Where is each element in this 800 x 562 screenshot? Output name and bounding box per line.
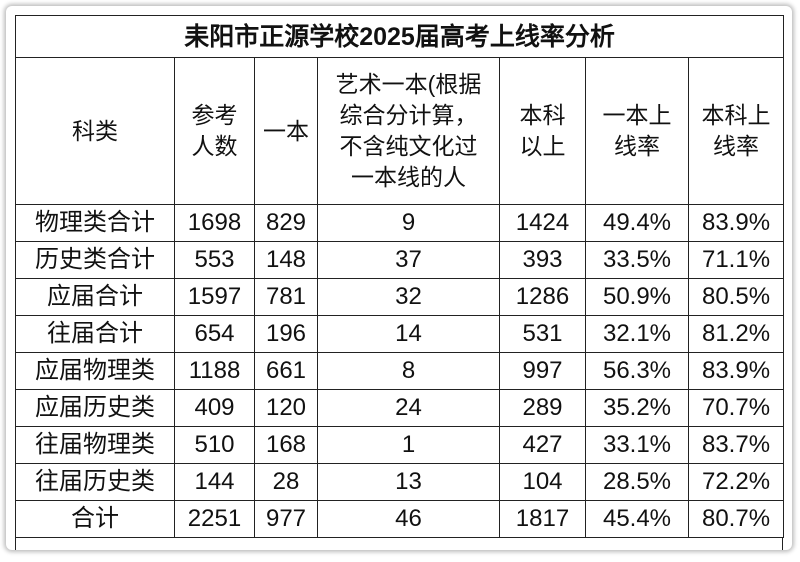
table-row: 历史类合计 553 148 37 393 33.5% 71.1%	[15, 241, 785, 279]
table-cell: 553	[174, 241, 255, 279]
table-cell: 33.1%	[585, 426, 689, 464]
table-cell: 50.9%	[585, 278, 689, 316]
table-title: 耒阳市正源学校2025届高考上线率分析	[14, 15, 785, 58]
table-cell: 24	[317, 389, 500, 427]
table-cell: 83.9%	[687, 352, 785, 390]
table-row: 应届物理类 1188 661 8 997 56.3% 83.9%	[15, 352, 785, 390]
table-continuation	[15, 538, 783, 550]
table-card: 耒阳市正源学校2025届高考上线率分析 科类 参考人数 一本 艺术一本(根据综合…	[6, 6, 792, 550]
table-cell: 71.1%	[687, 241, 785, 279]
table-cell: 9	[317, 204, 500, 242]
table-cell: 409	[174, 389, 255, 427]
table-cell: 45.4%	[585, 500, 689, 538]
table-cell: 37	[317, 241, 500, 279]
column-header-tier1-rate: 一本上线率	[585, 57, 689, 205]
table-row: 合计 2251 977 46 1817 45.4% 80.7%	[15, 500, 785, 538]
table-row: 往届历史类 144 28 13 104 28.5% 72.2%	[15, 463, 785, 501]
table-cell: 1	[317, 426, 500, 464]
table-cell: 654	[174, 315, 255, 353]
table-cell: 104	[499, 463, 586, 501]
row-label: 往届历史类	[15, 463, 175, 501]
row-label: 物理类合计	[15, 204, 175, 242]
column-header-tier1: 一本	[254, 57, 318, 205]
table-cell: 289	[499, 389, 586, 427]
table-cell: 531	[499, 315, 586, 353]
table-cell: 196	[254, 315, 318, 353]
results-table: 耒阳市正源学校2025届高考上线率分析 科类 参考人数 一本 艺术一本(根据综合…	[14, 15, 785, 538]
row-label: 应届合计	[15, 278, 175, 316]
table-cell: 781	[254, 278, 318, 316]
table-cell: 1286	[499, 278, 586, 316]
table-cell: 83.7%	[687, 426, 785, 464]
table-row: 应届历史类 409 120 24 289 35.2% 70.7%	[15, 389, 785, 427]
column-header-text: 艺术一本(根据综合分计算，不含纯文化过一本线的人	[335, 71, 482, 190]
table-cell: 1424	[499, 204, 586, 242]
column-header-examinees: 参考人数	[174, 57, 255, 205]
table-cell: 1698	[174, 204, 255, 242]
table-cell: 70.7%	[687, 389, 785, 427]
column-header-category: 科类	[15, 57, 175, 205]
column-header-text: 本科上线率	[701, 102, 771, 159]
table-cell: 510	[174, 426, 255, 464]
table-cell: 28.5%	[585, 463, 689, 501]
table-cell: 1188	[174, 352, 255, 390]
table-row: 应届合计 1597 781 32 1286 50.9% 80.5%	[15, 278, 785, 316]
table-row: 往届合计 654 196 14 531 32.1% 81.2%	[15, 315, 785, 353]
table-cell: 80.7%	[687, 500, 785, 538]
row-label: 合计	[15, 500, 175, 538]
table-cell: 427	[499, 426, 586, 464]
table-cell: 977	[254, 500, 318, 538]
table-cell: 8	[317, 352, 500, 390]
table-cell: 120	[254, 389, 318, 427]
table-cell: 35.2%	[585, 389, 689, 427]
table-cell: 56.3%	[585, 352, 689, 390]
table-row: 物理类合计 1698 829 9 1424 49.4% 83.9%	[15, 204, 785, 242]
column-header-text: 一本	[262, 118, 309, 145]
table-cell: 72.2%	[687, 463, 785, 501]
table-cell: 28	[254, 463, 318, 501]
table-cell: 829	[254, 204, 318, 242]
table-cell: 144	[174, 463, 255, 501]
column-header-text: 本科以上	[519, 102, 566, 159]
table-cell: 46	[317, 500, 500, 538]
table-cell: 393	[499, 241, 586, 279]
table-cell: 33.5%	[585, 241, 689, 279]
table-cell: 13	[317, 463, 500, 501]
column-header-undergrad-rate: 本科上线率	[687, 57, 785, 205]
table-cell: 32	[317, 278, 500, 316]
table-cell: 49.4%	[585, 204, 689, 242]
table-cell: 83.9%	[687, 204, 785, 242]
table-cell: 80.5%	[687, 278, 785, 316]
table-cell: 661	[254, 352, 318, 390]
table-cell: 81.2%	[687, 315, 785, 353]
column-header-art-tier1: 艺术一本(根据综合分计算，不含纯文化过一本线的人	[317, 57, 500, 205]
table-cell: 2251	[174, 500, 255, 538]
row-label: 应届历史类	[15, 389, 175, 427]
table-cell: 1597	[174, 278, 255, 316]
column-header-text: 科类	[71, 118, 118, 145]
column-header-text: 一本上线率	[602, 102, 672, 159]
row-label: 往届合计	[15, 315, 175, 353]
table-cell: 148	[254, 241, 318, 279]
table-row: 往届物理类 510 168 1 427 33.1% 83.7%	[15, 426, 785, 464]
table-cell: 14	[317, 315, 500, 353]
table-cell: 168	[254, 426, 318, 464]
header-row: 科类 参考人数 一本 艺术一本(根据综合分计算，不含纯文化过一本线的人 本科以上…	[15, 57, 785, 205]
row-label: 应届物理类	[15, 352, 175, 390]
row-label: 往届物理类	[15, 426, 175, 464]
table-cell: 32.1%	[585, 315, 689, 353]
column-header-text: 参考人数	[191, 102, 238, 159]
column-header-undergrad: 本科以上	[499, 57, 586, 205]
table-cell: 997	[499, 352, 586, 390]
row-label: 历史类合计	[15, 241, 175, 279]
table-cell: 1817	[499, 500, 586, 538]
